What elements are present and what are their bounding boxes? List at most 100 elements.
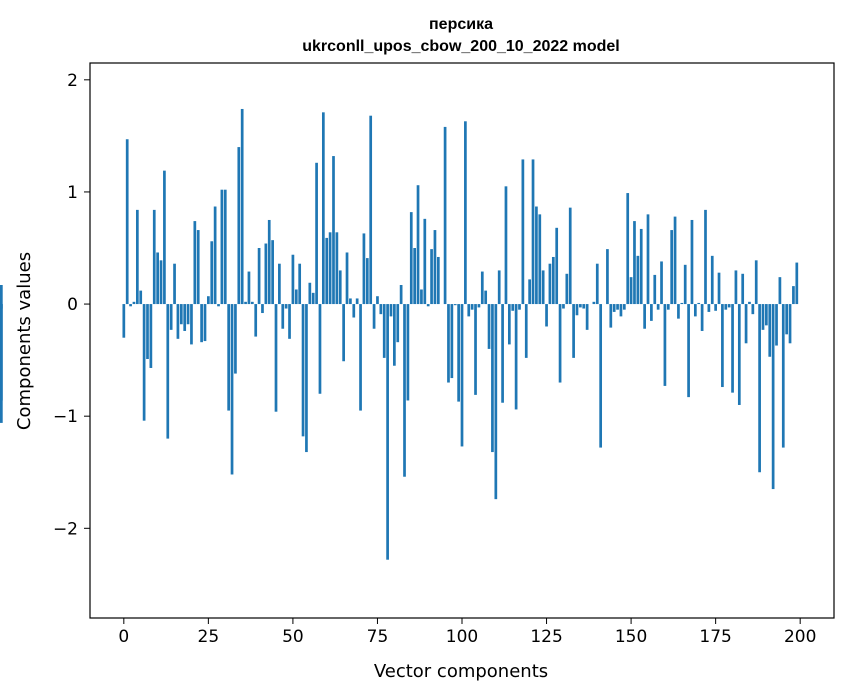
bar-174 [710, 255, 714, 305]
bar-162 [670, 230, 674, 305]
bar-144 [609, 304, 613, 328]
bar-101 [464, 121, 467, 305]
chart-subtitle: ukrconll_upos_cbow_200_10_2022 model [302, 38, 619, 55]
bar-53 [301, 304, 305, 437]
bar-108 [487, 304, 491, 349]
y-tick-label: 1 [67, 183, 78, 203]
bar-151 [633, 221, 636, 305]
bar-47 [281, 304, 285, 329]
bar-163 [673, 216, 677, 305]
bar-77 [382, 304, 386, 358]
bar-173 [707, 304, 711, 312]
bar-154 [643, 304, 646, 329]
bar-111 [497, 270, 501, 305]
bar-105 [477, 304, 481, 308]
bar-196 [785, 304, 789, 335]
bar-180 [731, 304, 734, 393]
bar-135 [579, 304, 582, 308]
x-tick-label: 200 [784, 627, 816, 647]
bar-177 [721, 304, 724, 388]
bar-127 [551, 256, 555, 305]
bar-191 [768, 304, 772, 357]
bar-2 [129, 304, 132, 307]
bar-undefined [0, 285, 3, 305]
bar-25 [207, 296, 210, 305]
bar-109 [491, 304, 494, 453]
bar-115 [511, 304, 515, 311]
bar-118 [521, 159, 525, 305]
bar-164 [677, 304, 680, 319]
bar-74 [372, 304, 376, 329]
bar-17 [179, 304, 183, 325]
bar-124 [541, 270, 545, 305]
bar-129 [558, 304, 562, 383]
bar-102 [467, 304, 471, 317]
bar-161 [666, 304, 670, 310]
bar-43 [267, 219, 271, 305]
bar-58 [318, 304, 322, 394]
bar-193 [775, 304, 778, 346]
bar-110 [494, 304, 498, 500]
bar-176 [717, 272, 721, 305]
bar-147 [619, 304, 623, 317]
bar-179 [727, 304, 731, 308]
bar-119 [524, 304, 528, 358]
bar-60 [325, 237, 329, 305]
bar-114 [507, 304, 511, 345]
bar-5 [139, 290, 143, 305]
bar-170 [697, 302, 701, 305]
chart-title: персика [429, 16, 493, 33]
y-axis-label: Components values [14, 252, 35, 430]
bar-78 [386, 304, 389, 560]
bar-168 [690, 219, 694, 305]
y-axis-ticks: −2 −1 0 1 2 [53, 71, 90, 539]
bar-16 [176, 304, 180, 339]
bar-52 [298, 263, 302, 305]
bar-41 [261, 304, 264, 314]
bar-98 [453, 304, 457, 306]
bar-133 [572, 304, 575, 358]
bar-21 [193, 221, 197, 305]
bar-48 [284, 304, 288, 309]
bar-169 [693, 304, 697, 317]
bar-137 [585, 304, 589, 330]
y-tick-label: 2 [67, 71, 78, 91]
bar-20 [190, 304, 193, 345]
bar-123 [538, 214, 542, 305]
bar-24 [203, 304, 207, 342]
x-tick-label: 150 [615, 627, 647, 647]
bar-167 [687, 304, 690, 398]
bar-76 [379, 304, 383, 315]
bar-178 [724, 304, 728, 310]
bar-83 [403, 304, 406, 477]
bar-197 [788, 304, 792, 344]
x-tick-label: 25 [198, 627, 220, 647]
bar-85 [409, 212, 413, 305]
bar-181 [734, 270, 738, 305]
bar-73 [369, 115, 373, 305]
bar-35 [240, 108, 244, 305]
bar-54 [305, 304, 308, 453]
bar-150 [629, 277, 633, 305]
bar-95 [443, 126, 447, 305]
bar-87 [416, 185, 420, 305]
bar-65 [342, 304, 345, 362]
bar-72 [365, 258, 369, 305]
bars-group [0, 108, 799, 560]
bar-139 [592, 301, 596, 305]
bar-61 [328, 232, 332, 305]
bar-71 [362, 233, 366, 305]
bar-27 [213, 206, 217, 305]
bar-186 [751, 304, 755, 315]
bar-156 [650, 304, 653, 321]
bar-140 [595, 263, 599, 305]
bar-67 [349, 298, 352, 305]
bar-182 [737, 304, 741, 405]
bar-45 [274, 304, 278, 412]
bar-6 [142, 304, 146, 421]
bar-64 [338, 270, 342, 305]
bar-80 [393, 304, 396, 366]
bar-184 [744, 304, 748, 344]
bar-12 [163, 170, 166, 305]
